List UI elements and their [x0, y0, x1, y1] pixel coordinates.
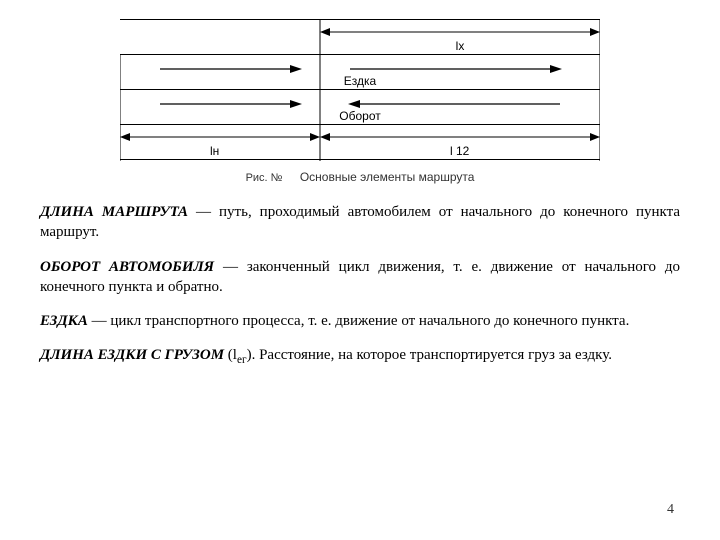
page-number: 4: [667, 502, 674, 518]
dash: —: [88, 313, 111, 329]
row-oborot-label: Оборот: [120, 109, 600, 123]
dash: —: [188, 204, 219, 220]
def-text-html: (lег). Расстояние, на которое транспорти…: [228, 347, 612, 363]
def-ezdka: ЕЗДКА — цикл транспортного процесса, т. …: [40, 311, 680, 331]
def-text: цикл транспортного процесса, т. е. движе…: [110, 313, 629, 329]
diagram-caption: Рис. № Основные элементы маршрута: [40, 170, 680, 184]
caption-prefix: Рис. №: [246, 172, 283, 184]
dash: —: [214, 259, 247, 275]
diagram-row-lx: lх: [120, 19, 600, 55]
row-ln-svg: [120, 125, 600, 161]
caption-text: Основные элементы маршрута: [300, 170, 475, 184]
diagram-row-ezdka: Ездка: [120, 54, 600, 90]
row-l12-label: l 12: [450, 144, 469, 158]
diagram-row-ln-l12: lн l 12: [120, 124, 600, 160]
route-diagram: lх Ездка Оборот: [120, 19, 600, 160]
definitions: ДЛИНА МАРШРУТА — путь, проходимый автомо…: [40, 202, 680, 368]
term: ОБОРОТ АВТОМОБИЛЯ: [40, 259, 214, 275]
def-dlina-ezdki: ДЛИНА ЕЗДКИ С ГРУЗОМ (lег). Расстояние, …: [40, 345, 680, 368]
def-dlina-marshruta: ДЛИНА МАРШРУТА — путь, проходимый автомо…: [40, 202, 680, 243]
term: ЕЗДКА: [40, 313, 88, 329]
def-oborot: ОБОРОТ АВТОМОБИЛЯ — законченный цикл дви…: [40, 257, 680, 298]
term: ДЛИНА ЕЗДКИ С ГРУЗОМ: [40, 347, 224, 363]
diagram-row-oborot: Оборот: [120, 89, 600, 125]
term: ДЛИНА МАРШРУТА: [40, 204, 188, 220]
row-ezdka-label: Ездка: [120, 74, 600, 88]
row-ln-label: lн: [210, 144, 219, 158]
row-lx-label: lх: [320, 39, 600, 53]
